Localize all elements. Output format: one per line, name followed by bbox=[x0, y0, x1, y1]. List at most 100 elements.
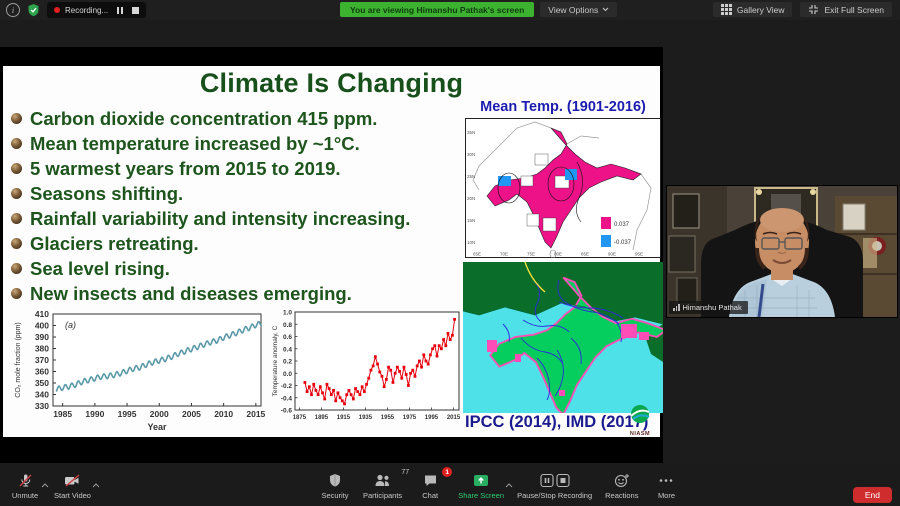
chevron-up-icon[interactable] bbox=[92, 483, 100, 488]
bullet-sphere-icon bbox=[11, 113, 22, 124]
security-shield-icon[interactable] bbox=[27, 3, 40, 17]
svg-text:15N: 15N bbox=[467, 218, 475, 223]
bullet-sphere-icon bbox=[11, 263, 22, 274]
reactions-button[interactable]: Reactions bbox=[605, 473, 638, 500]
svg-text:1.0: 1.0 bbox=[283, 310, 292, 317]
cooling-cell bbox=[565, 169, 577, 180]
svg-text:2005: 2005 bbox=[182, 409, 201, 419]
exit-full-screen-button[interactable]: Exit Full Screen bbox=[800, 2, 892, 17]
svg-text:35N: 35N bbox=[467, 130, 475, 135]
niasm-logo-icon bbox=[630, 405, 650, 423]
svg-text:330: 330 bbox=[35, 401, 49, 411]
bullet-sphere-icon bbox=[11, 238, 22, 249]
river-lines bbox=[502, 279, 624, 401]
svg-text:1975: 1975 bbox=[403, 415, 417, 421]
bullet-sphere-icon bbox=[11, 288, 22, 299]
lanyard bbox=[757, 283, 765, 318]
svg-text:1935: 1935 bbox=[359, 415, 373, 421]
legend-cool-label: -0.037 bbox=[614, 240, 632, 246]
unmute-button[interactable]: Unmute bbox=[10, 473, 49, 500]
svg-text:Temperature anomaly, C: Temperature anomaly, C bbox=[272, 325, 279, 396]
security-button[interactable]: Security bbox=[320, 473, 350, 500]
gallery-view-button[interactable]: Gallery View bbox=[712, 2, 793, 17]
participant-video-tile[interactable]: Himanshu Pathak bbox=[666, 185, 898, 318]
svg-text:1875: 1875 bbox=[293, 415, 307, 421]
mean-temp-map-title: Mean Temp. (1901-2016) bbox=[480, 99, 646, 115]
participant-name-label: Himanshu Pathak bbox=[669, 301, 748, 314]
svg-text:350: 350 bbox=[35, 378, 49, 388]
svg-text:1915: 1915 bbox=[337, 415, 351, 421]
more-button[interactable]: More bbox=[651, 473, 681, 500]
svg-text:1995: 1995 bbox=[425, 415, 439, 421]
pause-recording-icon[interactable] bbox=[117, 6, 124, 14]
bullet-sphere-icon bbox=[11, 163, 22, 174]
chat-button[interactable]: 1 Chat bbox=[415, 467, 453, 500]
bullet-sphere-icon bbox=[11, 188, 22, 199]
svg-text:380: 380 bbox=[35, 344, 49, 354]
participants-button[interactable]: 77 Participants bbox=[363, 469, 410, 500]
bullet-item: Sea level rising. bbox=[9, 256, 461, 281]
india-shape bbox=[488, 276, 663, 413]
participants-icon bbox=[375, 474, 389, 486]
svg-text:25N: 25N bbox=[467, 174, 475, 179]
start-video-button[interactable]: Start Video bbox=[54, 473, 100, 500]
audio-signal-icon bbox=[673, 304, 680, 311]
meeting-info-icon[interactable]: i bbox=[6, 3, 20, 17]
exit-fullscreen-icon bbox=[809, 5, 819, 14]
svg-text:(a): (a) bbox=[65, 320, 76, 330]
niasm-logo-text: NIASM bbox=[629, 431, 651, 437]
svg-text:30N: 30N bbox=[467, 152, 475, 157]
svg-text:2015: 2015 bbox=[447, 415, 461, 421]
chat-badge: 1 bbox=[442, 467, 453, 477]
niasm-logo: NIASM bbox=[617, 404, 663, 437]
cooling-cell bbox=[498, 176, 511, 186]
svg-text:340: 340 bbox=[35, 390, 49, 400]
svg-text:CO₂ mole fraction (ppm): CO₂ mole fraction (ppm) bbox=[15, 322, 22, 397]
pause-stop-recording-button[interactable]: Pause/Stop Recording bbox=[517, 473, 592, 500]
meeting-bottom-toolbar: Unmute Start Video Security bbox=[0, 463, 900, 506]
end-button[interactable]: End bbox=[852, 487, 892, 503]
participants-count: 77 bbox=[401, 469, 410, 476]
bullet-text: Seasons shifting. bbox=[30, 182, 184, 204]
svg-text:1985: 1985 bbox=[53, 409, 72, 419]
bullet-item: Carbon dioxide concentration 415 ppm. bbox=[9, 106, 461, 131]
bullet-list: Carbon dioxide concentration 415 ppm. Mea… bbox=[9, 106, 461, 306]
more-icon bbox=[660, 479, 673, 482]
presentation-slide: Climate Is Changing Carbon dioxide conce… bbox=[3, 66, 663, 437]
svg-text:85E: 85E bbox=[581, 252, 589, 257]
svg-text:1955: 1955 bbox=[381, 415, 395, 421]
svg-text:400: 400 bbox=[35, 321, 49, 331]
recording-dot-icon bbox=[54, 7, 60, 13]
bullet-item: Mean temperature increased by ~1°C. bbox=[9, 131, 461, 156]
chevron-up-icon[interactable] bbox=[41, 483, 49, 488]
mean-temp-map: 0.037 -0.037 35N 30N 25N 20N 15N 10N 65E 70E 75… bbox=[465, 118, 661, 258]
bullet-text: Glaciers retreating. bbox=[30, 232, 199, 254]
shield-icon bbox=[330, 474, 340, 487]
lat-ticks: 35N 30N 25N 20N 15N 10N bbox=[467, 130, 475, 245]
svg-text:-0.6: -0.6 bbox=[281, 408, 293, 415]
svg-text:10N: 10N bbox=[467, 240, 475, 245]
svg-text:2010: 2010 bbox=[214, 409, 233, 419]
bullet-item: New insects and diseases emerging. bbox=[9, 281, 461, 306]
bullet-text: New insects and diseases emerging. bbox=[30, 282, 352, 304]
bullet-item: Glaciers retreating. bbox=[9, 231, 461, 256]
view-options-button[interactable]: View Options bbox=[540, 2, 618, 17]
bullet-text: Rainfall variability and intensity incre… bbox=[30, 207, 411, 229]
stop-recording-icon[interactable] bbox=[132, 6, 140, 14]
legend-warm-label: 0.037 bbox=[614, 222, 630, 228]
bullet-sphere-icon bbox=[11, 138, 22, 149]
svg-text:Year: Year bbox=[147, 422, 167, 432]
camera-off-icon bbox=[64, 474, 80, 487]
share-screen-icon bbox=[474, 475, 489, 486]
viewing-screen-banner: You are viewing Himanshu Pathak's screen bbox=[340, 2, 535, 17]
svg-text:2015: 2015 bbox=[246, 409, 265, 419]
share-screen-button[interactable]: Share Screen bbox=[458, 473, 513, 500]
svg-text:0.2: 0.2 bbox=[283, 359, 292, 366]
slide-title: Climate Is Changing bbox=[199, 68, 464, 98]
yellow-boundary-line bbox=[524, 262, 546, 293]
svg-text:70E: 70E bbox=[500, 252, 508, 257]
glasses bbox=[761, 237, 803, 250]
chevron-up-icon[interactable] bbox=[505, 483, 513, 488]
